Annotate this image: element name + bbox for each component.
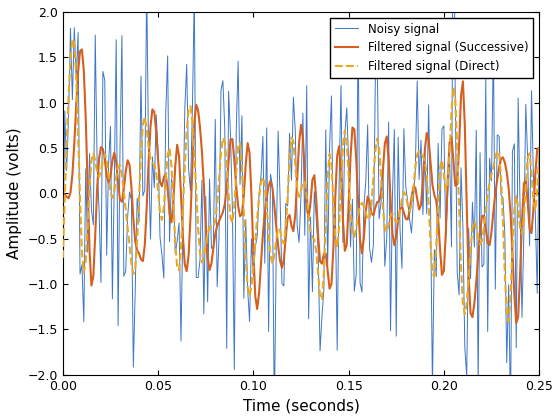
X-axis label: Time (seconds): Time (seconds) xyxy=(242,398,360,413)
Noisy signal xyxy=(536,145,543,150)
Noisy signal xyxy=(343,105,350,110)
Filtered signal (Direct) xyxy=(419,154,426,159)
Filtered signal (Successive) xyxy=(349,125,356,130)
Noisy signal xyxy=(59,255,66,260)
Filtered signal (Direct) xyxy=(59,255,66,260)
Legend: Noisy signal, Filtered signal (Successive), Filtered signal (Direct): Noisy signal, Filtered signal (Successiv… xyxy=(330,18,533,78)
Filtered signal (Successive) xyxy=(278,265,285,270)
Filtered signal (Direct) xyxy=(349,230,356,235)
Filtered signal (Direct) xyxy=(384,229,390,234)
Y-axis label: Amplitude (volts): Amplitude (volts) xyxy=(7,128,22,259)
Filtered signal (Direct) xyxy=(343,141,350,146)
Noisy signal xyxy=(384,236,390,241)
Noisy signal xyxy=(271,415,278,420)
Filtered signal (Direct) xyxy=(248,284,255,289)
Filtered signal (Successive) xyxy=(343,242,350,247)
Filtered signal (Successive) xyxy=(419,178,426,183)
Filtered signal (Successive) xyxy=(536,145,543,150)
Filtered signal (Successive) xyxy=(59,191,66,196)
Filtered signal (Successive) xyxy=(78,47,85,52)
Noisy signal xyxy=(246,319,253,324)
Noisy signal xyxy=(278,281,285,286)
Line: Noisy signal: Noisy signal xyxy=(63,0,539,417)
Filtered signal (Successive) xyxy=(248,193,255,198)
Filtered signal (Successive) xyxy=(513,320,520,326)
Noisy signal xyxy=(419,212,426,217)
Filtered signal (Direct) xyxy=(536,145,543,150)
Filtered signal (Direct) xyxy=(505,319,512,324)
Filtered signal (Direct) xyxy=(278,237,285,242)
Line: Filtered signal (Direct): Filtered signal (Direct) xyxy=(63,39,539,321)
Filtered signal (Successive) xyxy=(384,134,390,139)
Noisy signal xyxy=(349,197,356,202)
Line: Filtered signal (Successive): Filtered signal (Successive) xyxy=(63,50,539,323)
Filtered signal (Direct) xyxy=(69,37,76,42)
